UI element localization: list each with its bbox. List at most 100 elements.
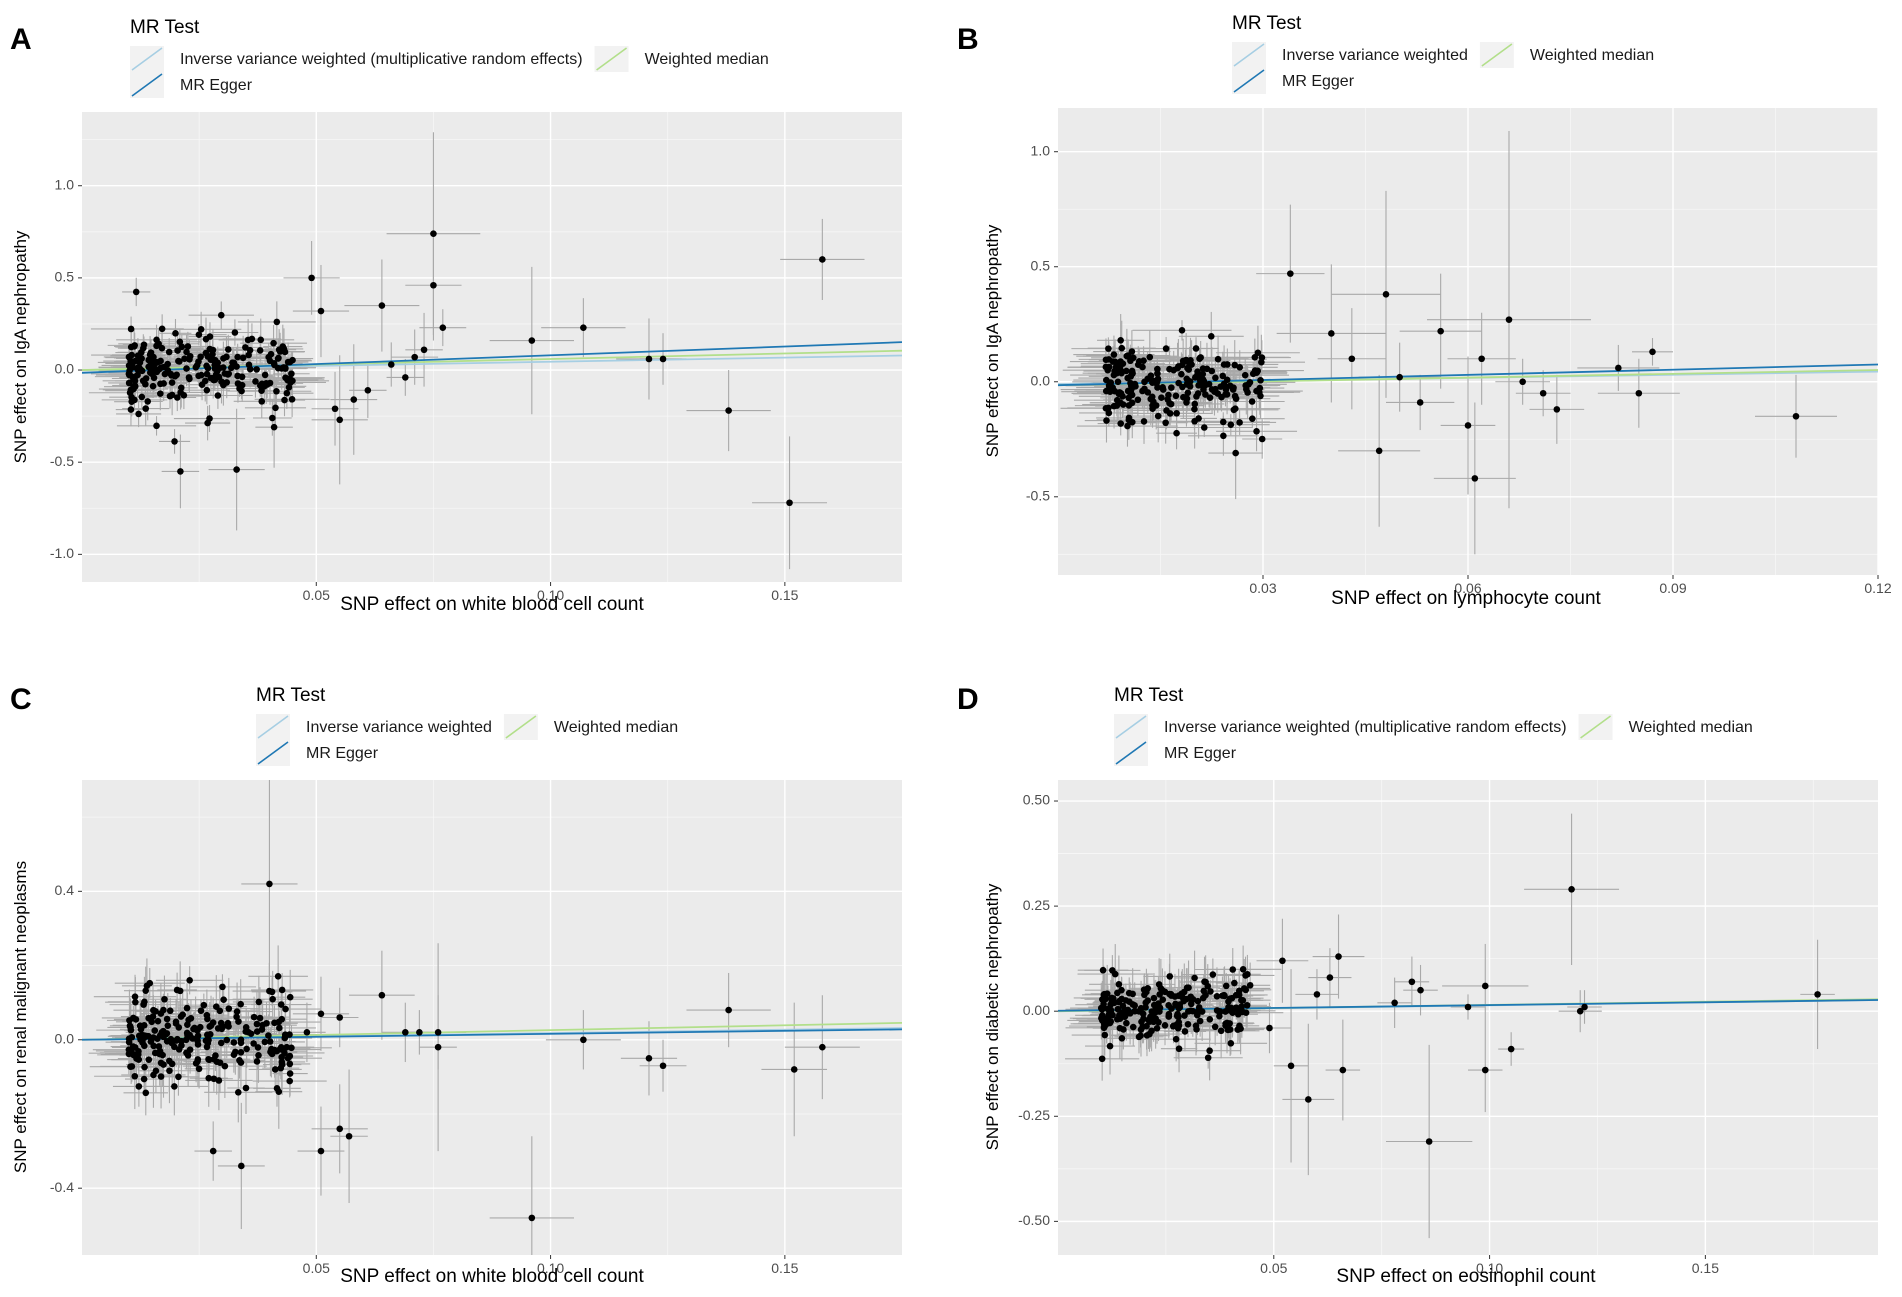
snp-point (271, 1066, 279, 1073)
snp-point (1178, 327, 1186, 334)
snp-point (269, 995, 276, 1003)
snp-point (1196, 1017, 1204, 1025)
snp-point (1197, 354, 1204, 361)
snp-point (1154, 370, 1161, 377)
snp-point (255, 998, 263, 1006)
snp-point (659, 355, 667, 363)
snp-point (205, 1056, 213, 1064)
legend-label: Weighted median (554, 719, 678, 736)
snp-point (378, 991, 386, 999)
y-tick-label: 0.25 (1023, 897, 1050, 913)
legend-key-median-line (1481, 43, 1513, 67)
snp-point (1192, 1022, 1200, 1029)
snp-point (1204, 1054, 1212, 1062)
snp-point (141, 998, 148, 1006)
snp-point (224, 346, 232, 353)
snp-point (1253, 428, 1260, 435)
snp-point (1191, 974, 1198, 982)
snp-point (161, 995, 168, 1003)
y-tick-label: -0.50 (1018, 1212, 1050, 1228)
snp-point (286, 993, 294, 1001)
legend: MR Test Inverse variance weighted (multip… (1114, 685, 1753, 766)
snp-point (1212, 374, 1219, 382)
legend-key-median-line (505, 715, 537, 739)
snp-point (194, 1037, 201, 1045)
snp-point (176, 338, 184, 346)
snp-point (135, 1083, 143, 1090)
snp-point (1178, 370, 1185, 378)
snp-point (1335, 953, 1342, 960)
snp-point (1231, 979, 1238, 987)
snp-point (1141, 991, 1148, 999)
snp-point (130, 374, 138, 382)
snp-point (1109, 995, 1117, 1002)
snp-point (1103, 1020, 1111, 1028)
legend-label: MR Egger (1164, 745, 1237, 762)
snp-point (158, 325, 166, 333)
snp-point (209, 350, 216, 358)
snp-point (1184, 377, 1192, 384)
snp-point (200, 1001, 208, 1009)
snp-point (267, 350, 275, 358)
snp-point (1166, 973, 1174, 980)
snp-point (180, 392, 188, 399)
snp-point (209, 1147, 217, 1155)
snp-point (331, 405, 339, 413)
snp-point (1179, 357, 1187, 365)
snp-point (201, 377, 209, 385)
snp-point (1168, 1005, 1175, 1012)
snp-point (434, 1043, 442, 1051)
snp-point (1161, 1022, 1169, 1029)
snp-point (1391, 999, 1398, 1007)
plot-content (82, 132, 902, 570)
snp-point (148, 370, 156, 378)
snp-point (790, 1066, 798, 1073)
snp-point (237, 1039, 245, 1047)
snp-point (253, 1058, 261, 1065)
snp-point (210, 376, 218, 384)
snp-point (194, 1032, 202, 1040)
snp-point (186, 1046, 194, 1054)
snp-point (378, 302, 386, 309)
snp-point (1203, 365, 1211, 373)
snp-point (1106, 1042, 1114, 1050)
snp-point (195, 331, 203, 338)
snp-point (1183, 984, 1191, 991)
snp-point (1481, 982, 1489, 990)
snp-point (161, 370, 169, 378)
snp-point (243, 1045, 250, 1053)
snp-point (1114, 1005, 1122, 1013)
snp-point (209, 356, 216, 364)
snp-point (1147, 395, 1155, 403)
snp-point (1253, 369, 1260, 376)
snp-point (133, 1055, 140, 1062)
snp-point (220, 381, 227, 389)
snp-point (1258, 358, 1265, 366)
snp-point (1234, 1026, 1242, 1033)
snp-point (279, 343, 287, 350)
snp-point (308, 274, 315, 282)
snp-point (171, 1083, 178, 1090)
panel-a: A MR Test Inverse variance weighted (multi… (10, 17, 902, 615)
snp-point (277, 1001, 285, 1008)
snp-point (153, 336, 160, 344)
snp-point (528, 337, 536, 344)
snp-point (212, 1003, 220, 1010)
snp-point (176, 358, 183, 365)
snp-point (430, 230, 437, 237)
y-tick-label: 0.5 (55, 269, 75, 285)
snp-point (205, 1036, 212, 1044)
snp-point (155, 366, 163, 373)
legend: MR Test Inverse variance weighted Weighted… (256, 685, 678, 766)
snp-point (1119, 360, 1127, 368)
snp-point (174, 394, 181, 401)
snp-point (142, 987, 150, 994)
snp-point (1143, 1032, 1151, 1039)
legend-title: MR Test (256, 685, 326, 706)
snp-point (195, 372, 202, 380)
snp-point (153, 422, 160, 430)
snp-point (128, 393, 135, 401)
snp-point (145, 1033, 152, 1040)
snp-point (1117, 420, 1125, 427)
snp-point (160, 1006, 167, 1014)
